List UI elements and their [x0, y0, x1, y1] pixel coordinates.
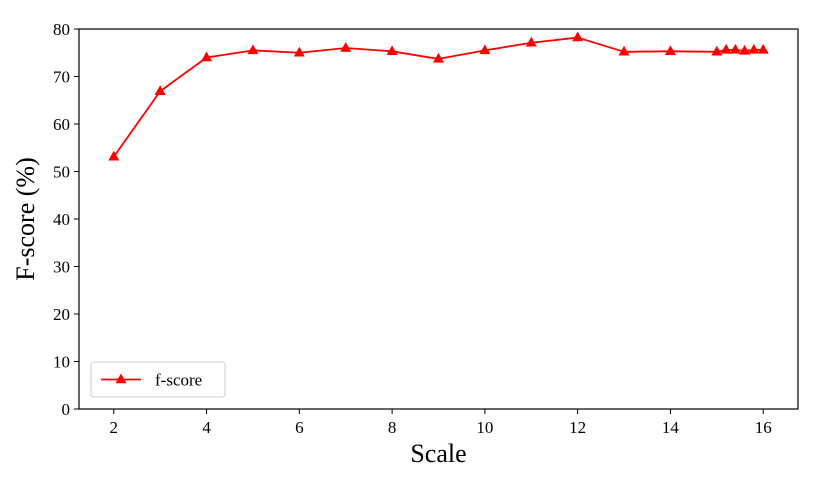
legend-triangle-marker	[115, 373, 127, 384]
x-tick-label: 16	[755, 418, 772, 437]
data-point-marker	[108, 150, 120, 161]
series-layer	[108, 31, 769, 161]
x-tick-label: 12	[569, 418, 586, 437]
data-point-marker	[386, 45, 398, 56]
y-axis-ticks: 0 10 20 30 40 50 60 70 80	[53, 20, 79, 419]
data-point-marker	[201, 51, 213, 62]
x-tick-label: 2	[110, 418, 119, 437]
data-point-marker	[618, 45, 630, 56]
data-point-marker	[748, 43, 760, 54]
x-tick-label: 10	[476, 418, 493, 437]
legend-label-f-score: f-score	[155, 371, 202, 390]
y-tick-label: 10	[53, 353, 70, 372]
y-tick-label: 60	[53, 115, 70, 134]
data-point-marker	[729, 43, 741, 54]
y-axis-label: F-score (%)	[11, 157, 40, 280]
data-point-marker	[340, 42, 352, 52]
x-tick-label: 14	[662, 418, 680, 437]
y-tick-label: 40	[53, 210, 70, 229]
legend: f-score	[90, 361, 226, 398]
data-point-marker	[720, 43, 732, 54]
data-point-marker	[432, 52, 445, 63]
data-point-marker	[711, 45, 723, 56]
data-point-marker	[572, 31, 584, 42]
y-tick-label: 0	[62, 400, 71, 419]
y-tick-label: 30	[53, 258, 70, 277]
data-point-marker	[154, 85, 166, 95]
y-tick-label: 20	[53, 305, 70, 324]
y-tick-label: 50	[53, 163, 70, 182]
x-tick-label: 8	[388, 418, 397, 437]
data-point-marker	[479, 44, 491, 55]
data-point-marker	[293, 46, 305, 57]
data-point-marker	[525, 36, 537, 47]
y-tick-label: 70	[53, 68, 70, 87]
data-point-marker	[247, 44, 259, 55]
data-point-marker	[739, 44, 751, 55]
y-tick-label: 80	[53, 20, 70, 39]
plot-area-frame	[78, 28, 799, 410]
x-tick-label: 4	[202, 418, 211, 437]
data-point-marker	[757, 43, 769, 54]
x-axis-ticks: 2 4 6 8 10 12 14 16	[110, 409, 772, 437]
data-point-marker	[664, 45, 676, 56]
legend-box	[90, 361, 226, 398]
x-axis-label: Scale	[410, 439, 466, 468]
x-tick-label: 6	[295, 418, 304, 437]
